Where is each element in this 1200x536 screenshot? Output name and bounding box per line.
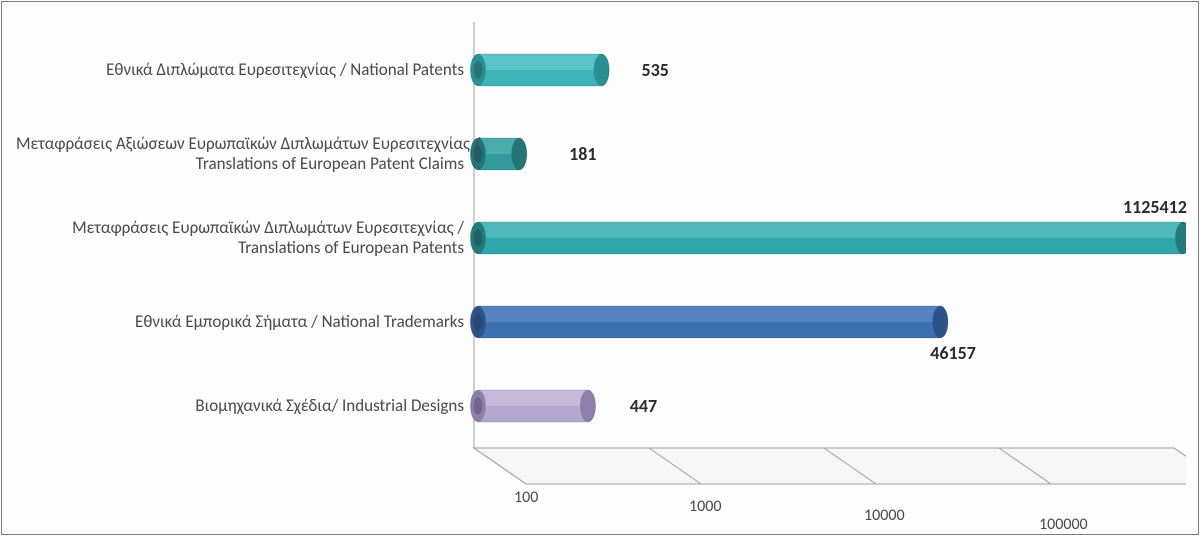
category-label-ep-claims-translations: Μεταφράσεις Αξιώσεων Ευρωπαϊκών Διπλωμάτ… xyxy=(16,134,464,173)
category-label-ep-translations: Μεταφράσεις Ευρωπαϊκών Διπλωμάτων Ευρεσι… xyxy=(16,218,464,257)
x-tick-10000: 10000 xyxy=(864,506,905,525)
x-tick-100000: 100000 xyxy=(1039,515,1088,534)
chart-area: 1001000100001000001000000Εθνικά Διπλώματ… xyxy=(16,8,1184,528)
bar-national-trademarks xyxy=(470,306,948,338)
chart-frame: 1001000100001000001000000Εθνικά Διπλώματ… xyxy=(1,1,1199,535)
value-label-ep-claims-translations: 181 xyxy=(569,143,596,165)
value-label-ep-translations: 1125412 xyxy=(1123,196,1187,218)
category-label-industrial-designs: Βιομηχανικά Σχέδια/ Industrial Designs xyxy=(16,396,464,416)
x-tick-1000: 1000 xyxy=(689,497,721,516)
bar-national-patents xyxy=(470,54,609,86)
x-tick-100: 100 xyxy=(514,488,538,507)
value-label-industrial-designs: 447 xyxy=(630,395,657,417)
bar-ep-translations xyxy=(470,222,1186,254)
value-label-national-patents: 535 xyxy=(641,59,668,81)
bar-industrial-designs xyxy=(470,390,595,422)
category-label-national-trademarks: Εθνικά Εμπορικά Σήματα / National Tradem… xyxy=(16,312,464,332)
value-label-national-trademarks: 46157 xyxy=(930,342,976,364)
chart-svg xyxy=(16,8,1186,530)
category-label-national-patents: Εθνικά Διπλώματα Ευρεσιτεχνίας / Nationa… xyxy=(16,60,464,80)
